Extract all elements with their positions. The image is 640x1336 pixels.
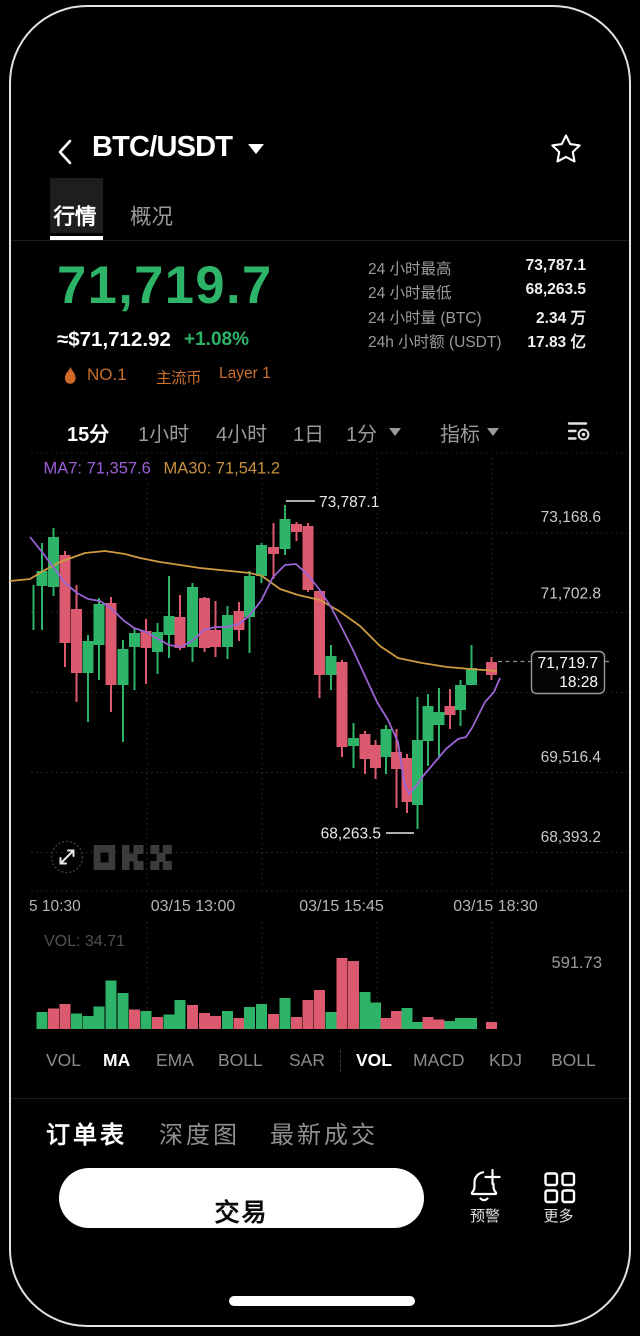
svg-text:VOL: 34.71: VOL: 34.71 [44, 933, 125, 950]
svg-text:69,516.4: 69,516.4 [541, 749, 602, 766]
svg-text:71,702.8: 71,702.8 [541, 586, 601, 603]
svg-text:MA30: 71,541.2: MA30: 71,541.2 [164, 460, 281, 478]
svg-text:5 10:30: 5 10:30 [29, 898, 81, 915]
svg-text:03/15 15:45: 03/15 15:45 [299, 898, 384, 915]
svg-text:03/15 13:00: 03/15 13:00 [151, 898, 236, 915]
svg-text:591.73: 591.73 [552, 954, 602, 972]
svg-text:03/15 18:30: 03/15 18:30 [453, 898, 538, 915]
svg-text:68,393.2: 68,393.2 [541, 829, 601, 846]
svg-text:68,263.5: 68,263.5 [321, 826, 381, 843]
svg-text:73,168.6: 73,168.6 [541, 509, 601, 526]
svg-text:18:28: 18:28 [559, 674, 598, 691]
svg-text:MA7: 71,357.6: MA7: 71,357.6 [44, 460, 151, 478]
svg-text:73,787.1: 73,787.1 [319, 494, 379, 511]
svg-text:71,719.7: 71,719.7 [538, 655, 598, 672]
